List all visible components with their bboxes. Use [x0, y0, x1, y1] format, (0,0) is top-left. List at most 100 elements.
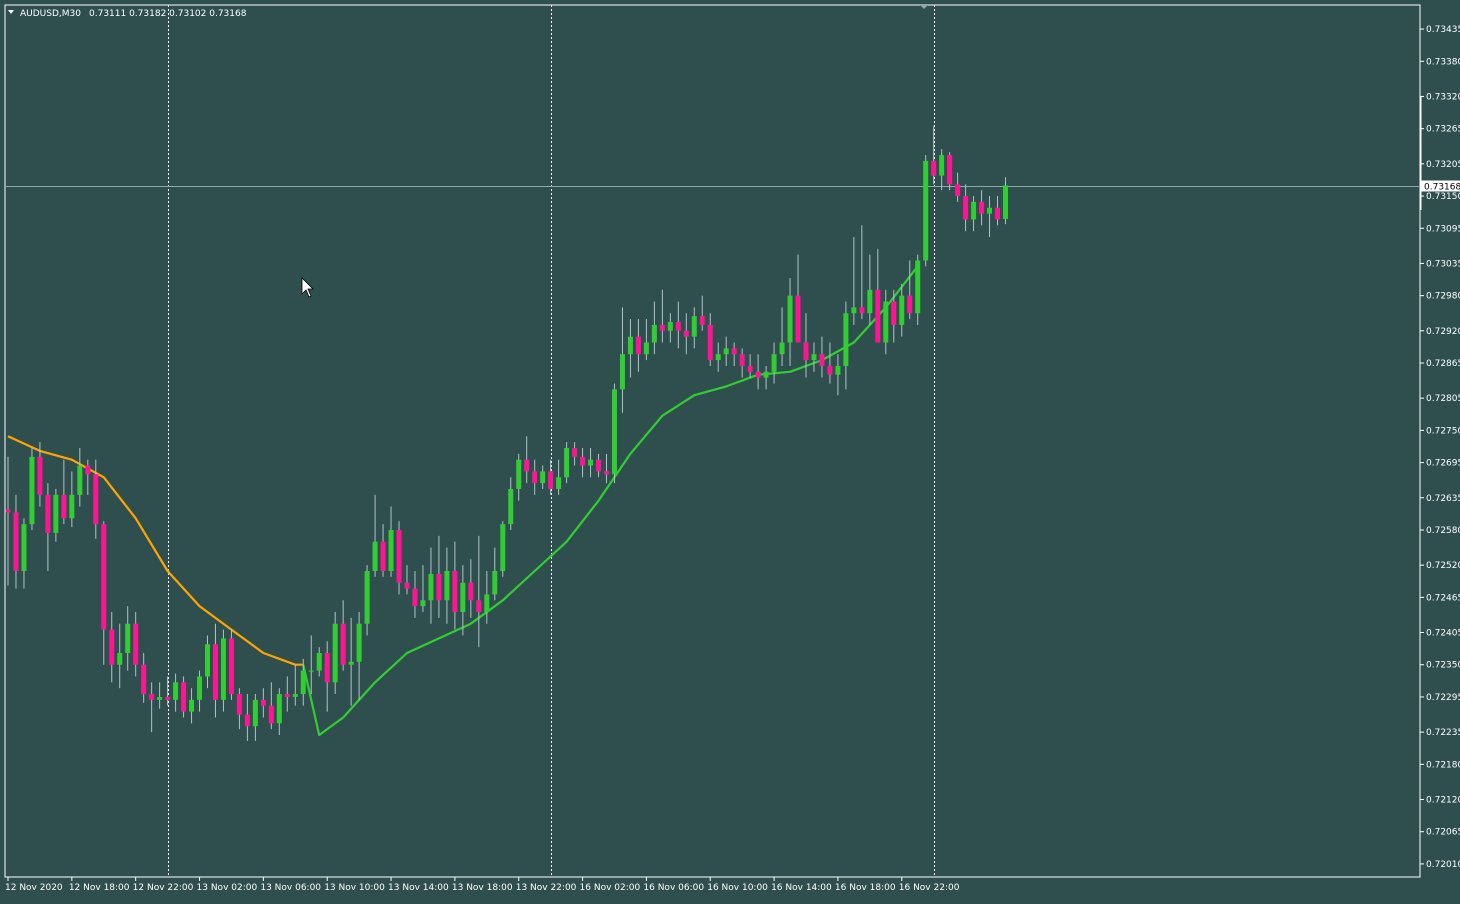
chart-menu-triangle-icon[interactable]	[8, 10, 14, 14]
candle-bear[interactable]	[324, 641, 330, 712]
candle-bull[interactable]	[939, 149, 945, 191]
candle-bull[interactable]	[173, 673, 179, 712]
candle-bull[interactable]	[125, 606, 131, 671]
candle-bear[interactable]	[596, 453, 602, 478]
candle-bull[interactable]	[811, 342, 817, 372]
candle-bull[interactable]	[508, 477, 514, 530]
candle-bear[interactable]	[532, 459, 538, 495]
candle-bear[interactable]	[404, 565, 410, 595]
candle-bear[interactable]	[133, 612, 139, 677]
candle-bull[interactable]	[420, 565, 426, 613]
candle-bear[interactable]	[5, 456, 11, 586]
candle-bull[interactable]	[540, 465, 546, 489]
candle-bull[interactable]	[619, 307, 625, 413]
candle-bull[interactable]	[667, 313, 673, 343]
candle-bull[interactable]	[220, 629, 226, 712]
candle-bull[interactable]	[157, 682, 163, 709]
candle-bear[interactable]	[604, 453, 609, 484]
candle-bear[interactable]	[699, 295, 705, 331]
candle-bear[interactable]	[181, 676, 187, 718]
candle-bull[interactable]	[971, 196, 977, 232]
candle-bear[interactable]	[955, 172, 961, 202]
candle-bear[interactable]	[707, 313, 713, 366]
candle-bear[interactable]	[931, 125, 937, 185]
candle-bull[interactable]	[69, 471, 75, 528]
candle-bear[interactable]	[659, 289, 665, 343]
candle-bear[interactable]	[452, 541, 458, 630]
candle-bear[interactable]	[548, 459, 554, 495]
candle-bear[interactable]	[109, 612, 115, 683]
candle-bear[interactable]	[396, 521, 402, 595]
candle-bull[interactable]	[197, 670, 203, 712]
candle-bear[interactable]	[244, 694, 250, 741]
candle-bull[interactable]	[651, 301, 657, 355]
candle-bear[interactable]	[37, 442, 43, 507]
candle-bull[interactable]	[21, 518, 27, 589]
candle-bear[interactable]	[93, 459, 99, 539]
candle-bull[interactable]	[53, 488, 59, 542]
candle-bear[interactable]	[61, 459, 67, 525]
candle-bear[interactable]	[963, 184, 969, 232]
candle-bear[interactable]	[476, 535, 482, 648]
candle-bear[interactable]	[284, 676, 290, 712]
candle-bear[interactable]	[572, 442, 578, 466]
candle-bull[interactable]	[883, 289, 889, 355]
candle-bull[interactable]	[364, 565, 370, 636]
candle-bull[interactable]	[372, 494, 378, 577]
candle-bear[interactable]	[979, 190, 985, 226]
candle-bear[interactable]	[468, 559, 474, 618]
candle-bear[interactable]	[412, 570, 418, 618]
candle-bear[interactable]	[995, 196, 1001, 226]
candle-bear[interactable]	[340, 600, 346, 671]
candle-bull[interactable]	[516, 453, 522, 501]
candle-bear[interactable]	[635, 319, 641, 372]
candle-bull[interactable]	[308, 635, 314, 695]
candle-bull[interactable]	[117, 623, 123, 689]
candle-bull[interactable]	[835, 354, 841, 396]
candle-bear[interactable]	[141, 653, 147, 703]
candle-bear[interactable]	[891, 289, 897, 343]
candle-bear[interactable]	[212, 623, 218, 718]
candle-bull[interactable]	[252, 694, 258, 741]
candle-bull[interactable]	[484, 570, 490, 624]
candle-bull[interactable]	[300, 658, 306, 706]
candle-bull[interactable]	[611, 383, 617, 484]
candle-bull[interactable]	[356, 612, 362, 700]
candle-bull[interactable]	[348, 617, 354, 706]
candle-bull[interactable]	[867, 254, 873, 325]
candle-bear[interactable]	[268, 682, 274, 730]
candle-bull[interactable]	[316, 647, 322, 677]
candle-bull[interactable]	[643, 319, 649, 361]
candle-bear[interactable]	[85, 459, 91, 495]
candle-bull[interactable]	[189, 688, 195, 724]
candle-bear[interactable]	[731, 342, 737, 366]
candle-bear[interactable]	[13, 494, 19, 589]
candle-bull[interactable]	[851, 237, 857, 325]
candle-bear[interactable]	[819, 336, 825, 378]
candle-bull[interactable]	[771, 342, 777, 384]
candle-bull[interactable]	[987, 196, 993, 238]
candle-bull[interactable]	[500, 521, 506, 577]
candle-bull[interactable]	[715, 342, 721, 372]
candle-bear[interactable]	[260, 688, 266, 718]
shift-marker-icon[interactable]	[920, 5, 928, 9]
candle-bull[interactable]	[444, 547, 450, 624]
candle-bear[interactable]	[149, 682, 155, 733]
candle-bull[interactable]	[332, 612, 338, 695]
candle-bear[interactable]	[947, 152, 953, 191]
candle-bear[interactable]	[228, 629, 234, 700]
candle-bull[interactable]	[627, 319, 633, 378]
candle-bear[interactable]	[236, 688, 242, 730]
candle-bull[interactable]	[492, 547, 498, 601]
candle-bull[interactable]	[723, 336, 729, 366]
candle-bear[interactable]	[524, 436, 530, 484]
candle-bull[interactable]	[77, 447, 83, 507]
candle-bear[interactable]	[875, 248, 881, 343]
candle-bull[interactable]	[691, 307, 697, 349]
candle-bear[interactable]	[165, 676, 171, 706]
candle-bull[interactable]	[205, 635, 210, 689]
candle-bull[interactable]	[843, 301, 849, 390]
candle-bull[interactable]	[787, 278, 793, 366]
candle-bear[interactable]	[45, 483, 51, 571]
